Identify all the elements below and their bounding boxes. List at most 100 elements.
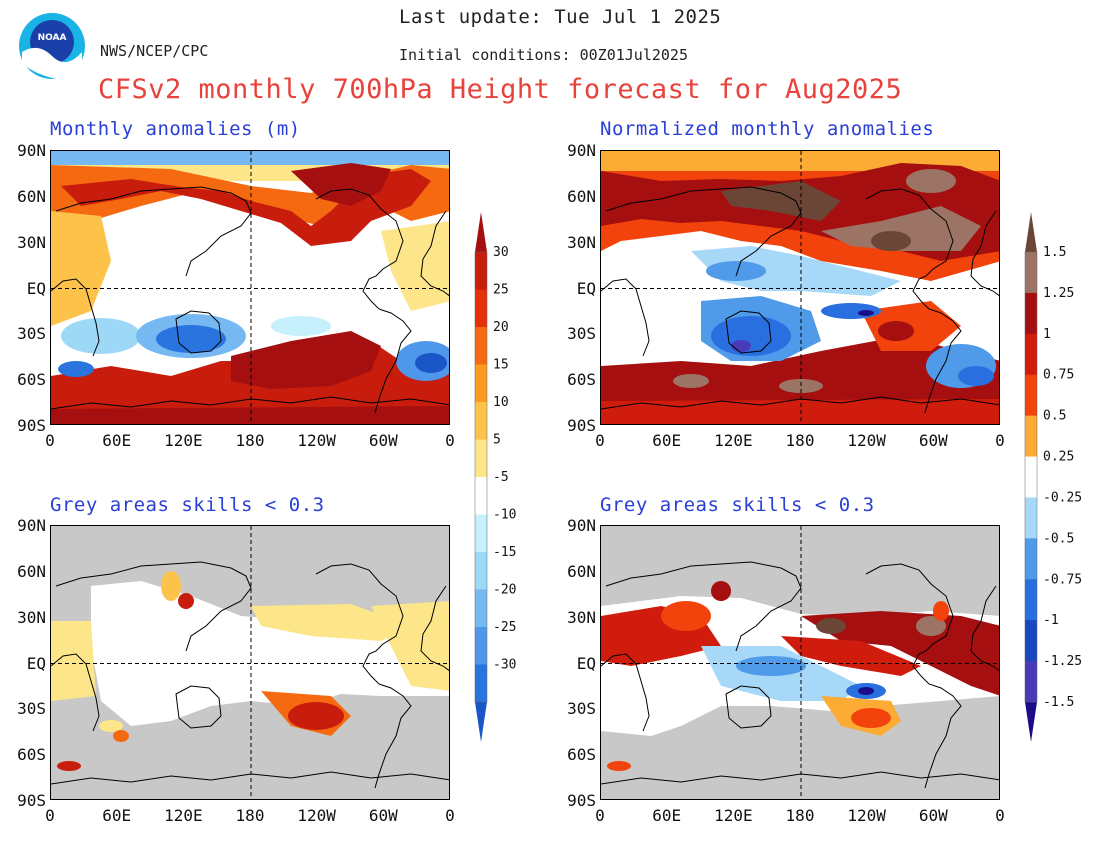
colorbar-swatch — [475, 439, 487, 478]
lat-tick-label: 90N — [17, 516, 46, 535]
coastline — [315, 188, 412, 414]
coastline — [601, 278, 650, 357]
colorbar-swatch — [475, 514, 487, 553]
coastline — [315, 563, 412, 789]
lon-tick-label: 60W — [918, 431, 948, 450]
colorbar-label: -10 — [493, 508, 516, 523]
lon-tick-label: 0 — [45, 431, 55, 450]
anomaly-region — [58, 361, 94, 377]
map-panel-anomalies — [50, 150, 450, 425]
colorbar-swatch — [1025, 661, 1037, 703]
colorbar-label: 1.25 — [1043, 286, 1074, 301]
lat-tick-label: 90N — [567, 141, 596, 160]
colorbar-label: 1 — [1043, 327, 1051, 342]
anomaly-region — [61, 318, 141, 354]
lat-tick-label: EQ — [26, 653, 46, 673]
anomaly-region — [288, 702, 344, 730]
coastline — [970, 585, 999, 672]
colorbar-label: 10 — [493, 395, 509, 410]
colorbar-label: -0.25 — [1043, 490, 1082, 505]
lon-tick-label: 120W — [847, 431, 886, 450]
colorbar-swatch — [1025, 579, 1037, 621]
anomaly-region — [906, 169, 956, 193]
anomaly-region — [51, 406, 449, 424]
coastline — [175, 685, 222, 729]
colorbar-label: 1.5 — [1043, 245, 1066, 260]
colorbar-label: -5 — [493, 470, 509, 485]
anomaly-region — [99, 720, 123, 732]
lon-tick-label: 0 — [995, 431, 1005, 450]
lat-tick-label: 30S — [567, 699, 596, 719]
colorbar-label: -20 — [493, 583, 516, 598]
colorbar-swatch — [475, 364, 487, 403]
anomaly-region — [161, 571, 181, 601]
colorbar-cap-top — [475, 212, 487, 252]
panel-title-bottom-right: Grey areas skills < 0.3 — [600, 494, 875, 516]
coastline — [865, 188, 962, 414]
lon-tick-label: 0 — [595, 806, 605, 825]
colorbar-label: -1.25 — [1043, 654, 1082, 669]
anomaly-region — [781, 636, 921, 676]
anomaly-region — [61, 169, 431, 246]
anomaly-region — [916, 616, 946, 636]
colorbar-anomalies: 30 25 20 15 10 5 -5 -10 -15 -20 -25 -30 — [470, 212, 540, 742]
lat-tick-label: 30N — [17, 232, 46, 252]
coastline — [605, 561, 802, 652]
colorbar-swatch — [1025, 374, 1037, 417]
colorbar-frame — [474, 251, 488, 703]
lat-tick-label: 60N — [567, 561, 596, 581]
panel-title-bottom-left: Grey areas skills < 0.3 — [50, 494, 325, 516]
anomaly-region — [858, 687, 874, 695]
lon-tick-label: 0 — [595, 431, 605, 450]
colorbar-label: -15 — [493, 545, 516, 560]
colorbar-swatch — [1025, 252, 1037, 294]
anomaly-region — [57, 761, 81, 771]
coastline — [55, 561, 252, 652]
lon-tick-label: 180 — [235, 806, 265, 825]
colorbar-swatch — [475, 627, 487, 665]
colorbar-label: -30 — [493, 658, 516, 673]
initial-conditions: Initial conditions: 00Z01Jul2025 — [399, 46, 688, 64]
colorbar-label: 5 — [493, 433, 501, 448]
lon-tick-label: 120E — [164, 806, 203, 825]
lon-tick-label: 120E — [714, 431, 753, 450]
lon-tick-label: 120E — [164, 431, 203, 450]
colorbar-label: 0.5 — [1043, 409, 1066, 424]
colorbar-swatch — [1025, 333, 1037, 376]
lat-tick-label: 60N — [17, 561, 46, 581]
lon-tick-label: 60W — [368, 806, 398, 825]
anomaly-region — [231, 331, 381, 389]
coastline — [605, 186, 802, 277]
lon-tick-label: 120W — [297, 806, 336, 825]
lat-tick-label: EQ — [576, 278, 596, 298]
map-panel-anomalies-skill — [50, 525, 450, 800]
lon-tick-label: 60E — [102, 806, 132, 825]
lat-tick-label: 30S — [17, 324, 46, 344]
colorbar-label: -0.75 — [1043, 572, 1082, 587]
anomaly-region — [673, 374, 709, 388]
anomaly-region — [51, 621, 96, 701]
colorbar-swatch — [1025, 620, 1037, 662]
coastline — [725, 310, 772, 354]
coastline — [420, 585, 449, 672]
colorbar-swatch — [475, 477, 487, 515]
anomaly-region — [851, 708, 891, 728]
lon-tick-label: 60E — [652, 806, 682, 825]
colorbar-swatch — [1025, 292, 1037, 335]
anomaly-region — [691, 246, 901, 296]
anomaly-region — [415, 353, 447, 373]
lat-tick-label: 30S — [567, 324, 596, 344]
lat-tick-label: 30S — [17, 699, 46, 719]
colorbar-swatch — [1025, 415, 1037, 458]
colorbar-swatch — [475, 327, 487, 365]
colorbar-swatch — [475, 402, 487, 440]
colorbar-swatch — [1025, 456, 1037, 498]
anomaly-region — [291, 163, 391, 206]
noaa-logo: NOAA — [18, 12, 86, 80]
lat-tick-label: 30N — [17, 607, 46, 627]
anomaly-region — [156, 325, 226, 353]
colorbar-swatch — [475, 552, 487, 590]
lat-tick-label: 30N — [567, 607, 596, 627]
colorbar-label: -1 — [1043, 613, 1059, 628]
colorbar-label: -0.5 — [1043, 531, 1074, 546]
